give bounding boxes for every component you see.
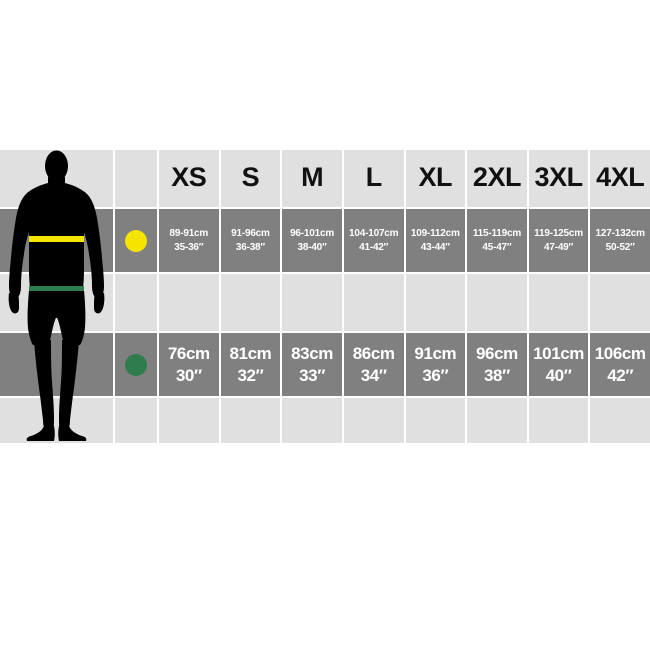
chest-in-2xl: 45-47″ [482,241,512,253]
waist-in-xs: 30″ [175,365,202,385]
chest-in-xl: 43-44″ [420,241,450,253]
spacer-cell-l [343,274,404,331]
waist-measurement-band [29,286,84,291]
body-figure-panel [0,150,113,443]
waist-cell-3xl: 101cm 40″ [528,333,589,396]
size-header-xl: XL [405,150,466,207]
chest-legend-cell [115,209,157,272]
footer-cell-3xl [528,398,589,443]
chest-in-m: 38-40″ [297,241,327,253]
chest-cell-2xl: 115-119cm 45-47″ [467,209,527,272]
spacer-cell-3xl [528,274,589,331]
waist-color-key-dot [125,353,147,376]
figure-band-4 [0,333,113,396]
chest-cell-xs: 89-91cm 35-36″ [159,209,219,272]
waist-cm-3xl: 101cm [533,344,585,364]
chest-in-xs: 35-36″ [174,241,204,253]
chest-color-key-dot [125,229,147,252]
size-header-4xl: 4XL [590,150,650,207]
size-header-l: L [343,150,404,207]
chest-cell-3xl: 119-125cm 47-49″ [528,209,589,272]
waist-cell-m: 83cm 33″ [282,333,342,396]
legend-header-spacer [115,150,157,207]
footer-cell-m [282,398,342,443]
waist-cell-s: 81cm 32″ [220,333,281,396]
chest-cell-s: 91-96cm 36-38″ [220,209,281,272]
size-header-m: M [282,150,342,207]
chest-cm-xs: 89-91cm [169,228,209,239]
waist-cm-2xl: 96cm [475,344,518,364]
footer-cell-2xl [467,398,527,443]
footer-cell-4xl [590,398,650,443]
size-chart: XS S M L XL 2XL 3XL 4XL 89-91cm 35-36″ 9… [0,150,650,443]
chest-in-l: 41-42″ [359,241,389,253]
spacer-cell-2xl [467,274,527,331]
waist-cell-xl: 91cm 36″ [405,333,466,396]
size-header-2xl: 2XL [467,150,527,207]
footer-legend-cell [115,398,157,443]
waist-cell-2xl: 96cm 38″ [467,333,527,396]
size-header-xs: XS [159,150,219,207]
spacer-cell-s [220,274,281,331]
waist-cm-xl: 91cm [414,344,457,364]
footer-cell-s [220,398,281,443]
chest-cell-4xl: 127-132cm 50-52″ [590,209,650,272]
male-body-silhouette-icon [8,150,105,441]
chest-in-3xl: 47-49″ [543,241,574,253]
chest-in-4xl: 50-52″ [605,241,635,253]
chest-cm-xl: 109-112cm [410,228,460,239]
spacer-legend-cell [115,274,157,331]
waist-in-m: 33″ [299,365,325,385]
chest-cell-m: 96-101cm 38-40″ [282,209,342,272]
spacer-cell-m [282,274,342,331]
waist-cell-l: 86cm 34″ [343,333,404,396]
waist-in-4xl: 42″ [607,365,634,385]
chest-cm-4xl: 127-132cm [595,228,646,239]
waist-in-2xl: 38″ [484,365,510,385]
footer-cell-xs [159,398,219,443]
chest-cell-l: 104-107cm 41-42″ [343,209,404,272]
size-header-s: S [220,150,281,207]
waist-cm-xs: 76cm [167,344,210,364]
waist-cell-xs: 76cm 30″ [159,333,219,396]
chest-measurement-band [29,236,84,242]
spacer-cell-xs [159,274,219,331]
chest-in-s: 36-38″ [235,241,266,253]
chest-cm-s: 91-96cm [231,228,270,239]
waist-in-3xl: 40″ [545,365,572,385]
chest-cm-m: 96-101cm [290,228,335,239]
footer-cell-l [343,398,404,443]
waist-cm-l: 86cm [352,344,395,364]
chest-cm-2xl: 115-119cm [472,228,522,239]
waist-cm-4xl: 106cm [594,344,646,364]
waist-in-xl: 36″ [422,365,449,385]
waist-legend-cell [115,333,157,396]
waist-cm-m: 83cm [291,344,333,364]
footer-cell-xl [405,398,466,443]
chest-cm-3xl: 119-125cm [534,228,583,239]
waist-in-s: 32″ [237,365,264,385]
waist-cm-s: 81cm [229,344,272,364]
chest-cell-xl: 109-112cm 43-44″ [405,209,466,272]
spacer-cell-xl [405,274,466,331]
chest-cm-l: 104-107cm [349,228,399,239]
waist-cell-4xl: 106cm 42″ [590,333,650,396]
waist-in-l: 34″ [360,365,387,385]
size-chart-header-row: XS S M L XL 2XL 3XL 4XL [0,150,650,207]
figure-band-5 [0,398,113,443]
spacer-cell-4xl [590,274,650,331]
size-header-3xl: 3XL [528,150,589,207]
